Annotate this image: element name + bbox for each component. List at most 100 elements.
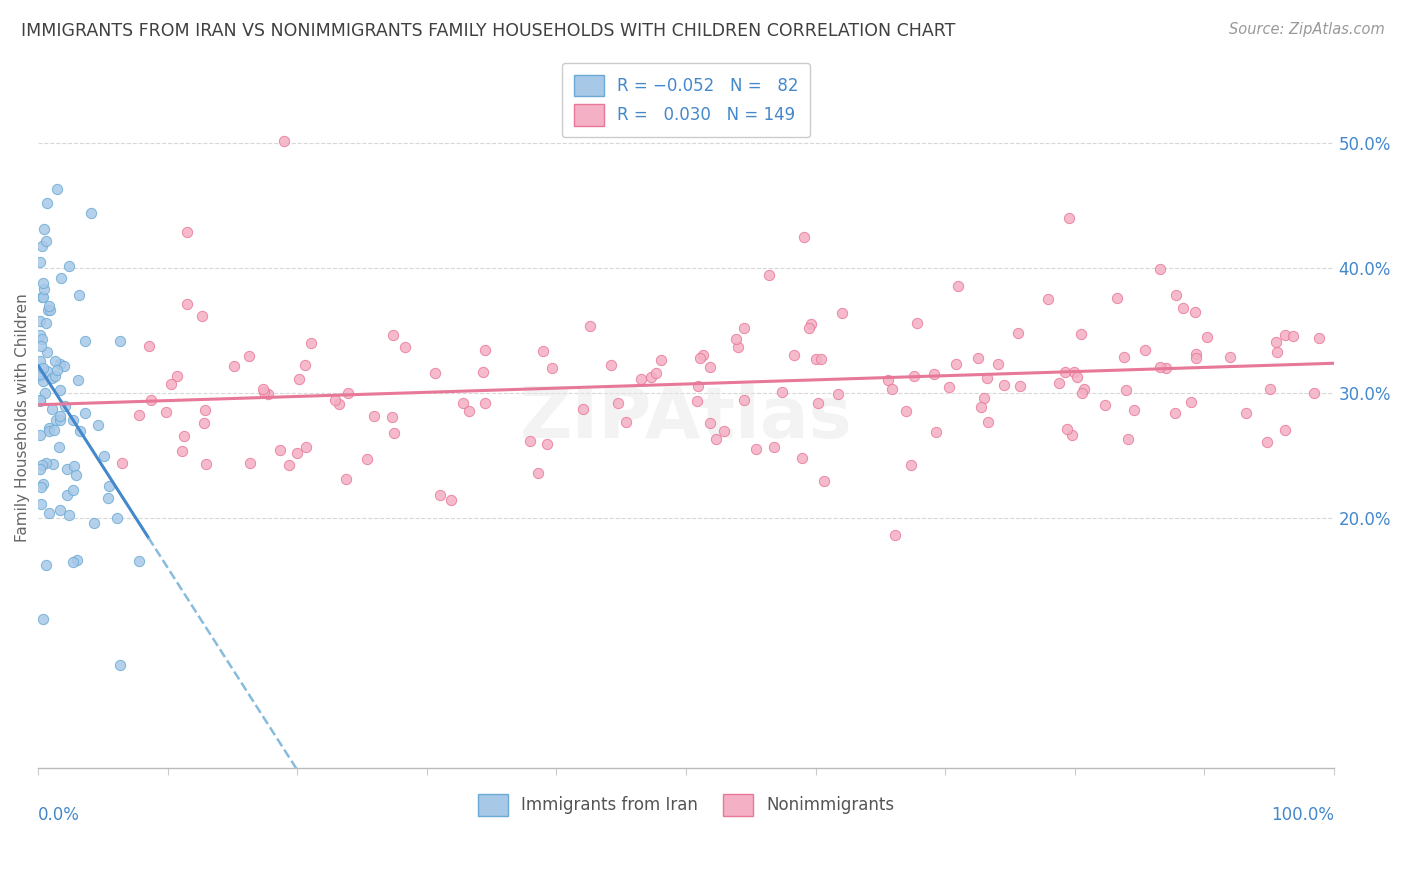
Point <box>363 409 385 423</box>
Point <box>31 239 53 253</box>
Point <box>1105 291 1128 305</box>
Point <box>1267 345 1289 359</box>
Point <box>155 405 177 419</box>
Point <box>32 282 55 296</box>
Point <box>35 196 58 211</box>
Point <box>30 339 52 353</box>
Point <box>1274 327 1296 342</box>
Point <box>699 359 721 374</box>
Point <box>1256 434 1278 449</box>
Point <box>640 370 662 384</box>
Point <box>1116 432 1139 446</box>
Point <box>1281 329 1303 343</box>
Point <box>32 612 55 626</box>
Point <box>252 385 274 400</box>
Point <box>62 555 84 569</box>
Point <box>381 328 404 343</box>
Point <box>531 344 554 359</box>
Point <box>31 290 53 304</box>
Point <box>541 360 564 375</box>
Point <box>38 299 60 313</box>
Point <box>32 477 55 491</box>
Point <box>48 409 70 423</box>
Point <box>31 458 53 473</box>
Text: IMMIGRANTS FROM IRAN VS NONIMMIGRANTS FAMILY HOUSEHOLDS WITH CHILDREN CORRELATIO: IMMIGRANTS FROM IRAN VS NONIMMIGRANTS FA… <box>21 22 956 40</box>
Point <box>616 415 638 429</box>
Point <box>1047 376 1070 391</box>
Point <box>30 353 52 368</box>
Point <box>945 357 967 371</box>
Point <box>93 449 115 463</box>
Point <box>579 318 602 333</box>
Point <box>34 385 56 400</box>
Point <box>30 497 52 511</box>
Point <box>1185 351 1208 365</box>
Point <box>394 340 416 354</box>
Point <box>108 657 131 672</box>
Point <box>35 364 58 378</box>
Point <box>1149 359 1171 374</box>
Point <box>108 334 131 349</box>
Point <box>382 426 405 441</box>
Point <box>688 378 710 392</box>
Point <box>69 424 91 438</box>
Point <box>35 558 58 572</box>
Point <box>335 472 357 486</box>
Point <box>713 424 735 438</box>
Point <box>1073 382 1095 396</box>
Point <box>1115 383 1137 397</box>
Point <box>1007 326 1029 340</box>
Point <box>474 396 496 410</box>
Point <box>238 349 260 363</box>
Point <box>294 358 316 372</box>
Point <box>381 410 404 425</box>
Point <box>689 351 711 366</box>
Point <box>35 456 58 470</box>
Point <box>1056 422 1078 436</box>
Point <box>128 553 150 567</box>
Point <box>222 359 245 373</box>
Point <box>967 351 990 365</box>
Point <box>35 344 58 359</box>
Point <box>519 434 541 448</box>
Point <box>745 442 768 457</box>
Point <box>1112 350 1135 364</box>
Point <box>28 369 51 384</box>
Point <box>472 365 495 379</box>
Point <box>193 417 215 431</box>
Point <box>797 320 820 334</box>
Point <box>97 491 120 506</box>
Point <box>1066 370 1088 384</box>
Point <box>35 234 58 248</box>
Point <box>166 368 188 383</box>
Point <box>973 391 995 405</box>
Point <box>987 357 1010 371</box>
Text: 100.0%: 100.0% <box>1271 806 1334 824</box>
Point <box>194 457 217 471</box>
Point <box>827 386 849 401</box>
Point <box>190 310 212 324</box>
Point <box>1184 347 1206 361</box>
Point <box>45 363 67 377</box>
Point <box>790 451 813 466</box>
Point <box>630 372 652 386</box>
Point <box>880 382 903 396</box>
Point <box>356 452 378 467</box>
Point <box>49 270 72 285</box>
Point <box>277 458 299 472</box>
Point <box>1057 211 1080 226</box>
Point <box>49 383 72 397</box>
Point <box>692 348 714 362</box>
Point <box>1008 379 1031 393</box>
Point <box>194 403 217 417</box>
Point <box>239 456 262 470</box>
Point <box>257 387 280 401</box>
Point <box>924 367 946 381</box>
Point <box>727 339 749 353</box>
Point <box>758 268 780 283</box>
Point <box>1164 406 1187 420</box>
Point <box>1166 287 1188 301</box>
Point <box>48 503 70 517</box>
Point <box>49 358 72 372</box>
Point <box>938 380 960 394</box>
